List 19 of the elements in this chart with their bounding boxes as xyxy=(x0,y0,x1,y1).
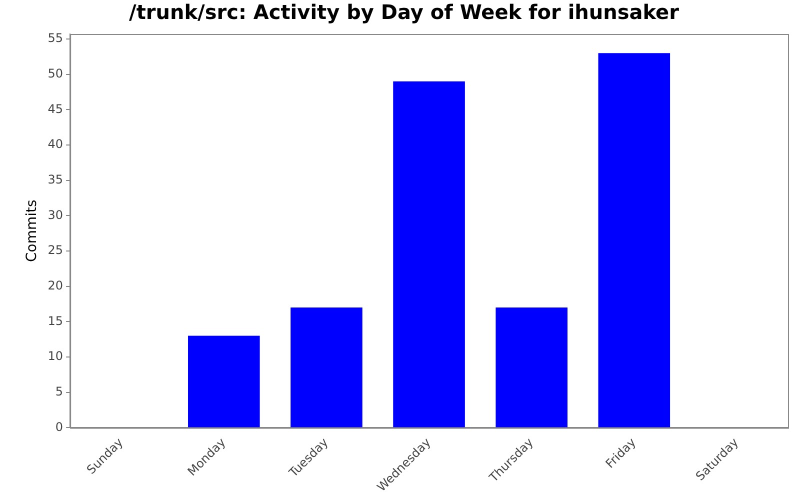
bar xyxy=(188,336,260,428)
y-tick-label: 5 xyxy=(55,384,64,398)
y-tick-label: 50 xyxy=(48,66,64,80)
bar xyxy=(598,53,670,428)
y-axis-title: Commits xyxy=(24,200,40,262)
y-tick-label: 55 xyxy=(48,31,64,46)
y-tick-label: 40 xyxy=(48,137,64,152)
bar xyxy=(290,308,362,428)
y-tick-label: 30 xyxy=(48,208,64,222)
bar xyxy=(496,308,568,428)
chart-title: /trunk/src: Activity by Day of Week for ihunsaker xyxy=(129,0,680,24)
y-tick-label: 0 xyxy=(55,420,64,434)
y-tick-label: 25 xyxy=(48,243,64,258)
y-tick-label: 35 xyxy=(48,172,64,186)
y-tick-label: 45 xyxy=(48,102,64,116)
y-tick-label: 20 xyxy=(48,278,64,292)
bar xyxy=(393,81,465,428)
y-tick-label: 15 xyxy=(48,314,64,328)
y-tick-label: 10 xyxy=(48,349,64,364)
